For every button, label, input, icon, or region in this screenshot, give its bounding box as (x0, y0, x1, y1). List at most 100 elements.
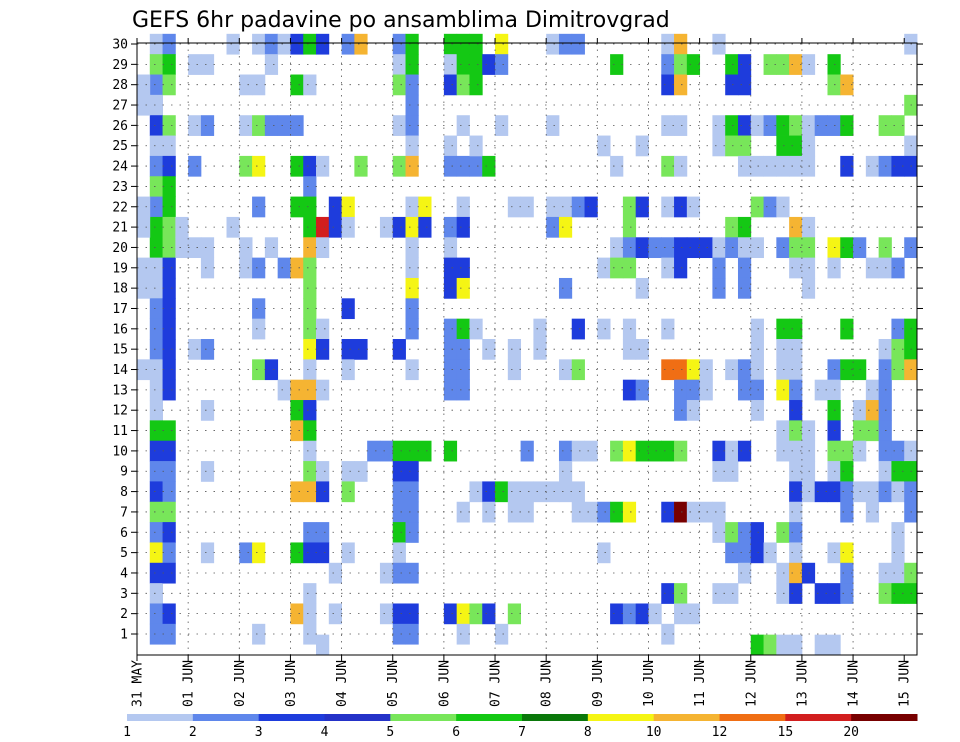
heatmap-cell (200, 115, 215, 136)
heatmap-cell (303, 583, 317, 604)
heatmap-cell (737, 216, 752, 238)
heatmap-cell (303, 196, 317, 218)
heatmap-cell (840, 359, 854, 381)
heatmap-cell (316, 522, 330, 543)
heatmap-cell (239, 74, 253, 96)
heatmap-cell (891, 461, 905, 482)
x-tick-label: 12 JUN (744, 660, 759, 707)
heatmap-cell (149, 359, 163, 381)
heatmap-cell (482, 603, 496, 625)
heatmap-cell (750, 522, 764, 543)
heatmap-cell (162, 481, 176, 503)
heatmap-cell (277, 379, 291, 401)
heatmap-cell (328, 196, 342, 218)
y-tick-label: 16 (112, 322, 128, 337)
heatmap-cell (303, 277, 317, 299)
heatmap-cell (290, 257, 304, 279)
heatmap-cell (737, 562, 752, 584)
heatmap-cell (264, 115, 279, 136)
heatmap-cell (699, 359, 713, 381)
heatmap-cell (303, 155, 317, 177)
heatmap-cell (405, 94, 419, 116)
heatmap-cell (200, 237, 215, 259)
heatmap-cell (405, 277, 419, 299)
heatmap-cell (495, 54, 509, 75)
heatmap-cell (635, 277, 649, 299)
x-tick-label: 04 JUN (335, 660, 350, 707)
x-tick-label: 10 JUN (642, 660, 657, 707)
heatmap-cell (737, 522, 752, 543)
heatmap-cell (303, 216, 317, 238)
heatmap-cell (507, 196, 522, 218)
heatmap-cell (776, 339, 790, 360)
y-tick-label: 17 (112, 302, 128, 317)
heatmap-cell (865, 257, 880, 279)
heatmap-cell (149, 339, 163, 360)
heatmap-cell (303, 359, 317, 381)
heatmap-cell (162, 522, 176, 543)
heatmap-cell (737, 359, 752, 381)
heatmap-cell (776, 318, 790, 340)
heatmap-cell (763, 634, 777, 656)
heatmap-cell (149, 461, 163, 482)
heatmap-cell (239, 155, 253, 177)
heatmap-cell (316, 155, 330, 177)
heatmap-cell (840, 237, 854, 259)
heatmap-cell (763, 115, 777, 136)
heatmap-cell (341, 359, 355, 381)
heatmap-cell (482, 339, 496, 360)
heatmap-cell (520, 440, 534, 462)
x-tick-label: 02 JUN (233, 660, 248, 707)
heatmap-cell (405, 318, 419, 340)
heatmap-cell (891, 318, 905, 340)
heatmap-cell (316, 216, 330, 238)
heatmap-cell (149, 237, 163, 259)
y-axis: 1234567891011121314151617181920212223242… (112, 38, 923, 643)
heatmap-cell (392, 501, 406, 523)
heatmap-cell (622, 501, 637, 523)
heatmap-cell (162, 318, 176, 340)
heatmap-cell (661, 257, 675, 279)
heatmap-cell (597, 257, 611, 279)
heatmap-cell (456, 318, 470, 340)
heatmap-cell (392, 522, 406, 543)
heatmap-cell (789, 54, 803, 75)
y-tick-label: 18 (112, 282, 128, 297)
heatmap-cell (558, 359, 573, 381)
heatmap-cell (303, 481, 317, 503)
heatmap-cell (635, 237, 649, 259)
y-tick-label: 10 (112, 444, 128, 459)
heatmap-cell (610, 54, 624, 75)
heatmap-cell (507, 359, 522, 381)
heatmap-cell (840, 74, 854, 96)
heatmap-cell (495, 481, 509, 503)
heatmap-cell (379, 216, 394, 238)
heatmap-cell (686, 359, 701, 381)
heatmap-cell (610, 155, 624, 177)
heatmap-cell (137, 94, 151, 116)
heatmap-cell (303, 339, 317, 360)
heatmap-cell (162, 420, 176, 442)
heatmap-cell (456, 54, 470, 75)
heatmap-cell (789, 501, 803, 523)
heatmap-cell (840, 542, 854, 564)
heatmap-cell (392, 33, 406, 55)
heatmap-cell (443, 359, 458, 381)
heatmap-cell (712, 583, 726, 604)
heatmap-cell (891, 359, 905, 381)
heatmap-cell (149, 542, 163, 564)
heatmap-cell (303, 400, 317, 421)
heatmap-cell (891, 339, 905, 360)
heatmap-cell (405, 237, 419, 259)
heatmap-cell (341, 196, 355, 218)
heatmap-cell (507, 339, 522, 360)
heatmap-cell (635, 339, 649, 360)
x-tick-label: 13 JUN (795, 660, 810, 707)
heatmap-cell (405, 359, 419, 381)
heatmap-cell (686, 400, 701, 421)
heatmap-cell (776, 634, 790, 656)
y-tick-label: 1 (120, 628, 128, 643)
heatmap-cell (200, 542, 215, 564)
heatmap-cell (303, 440, 317, 462)
heatmap-cell (405, 155, 419, 177)
